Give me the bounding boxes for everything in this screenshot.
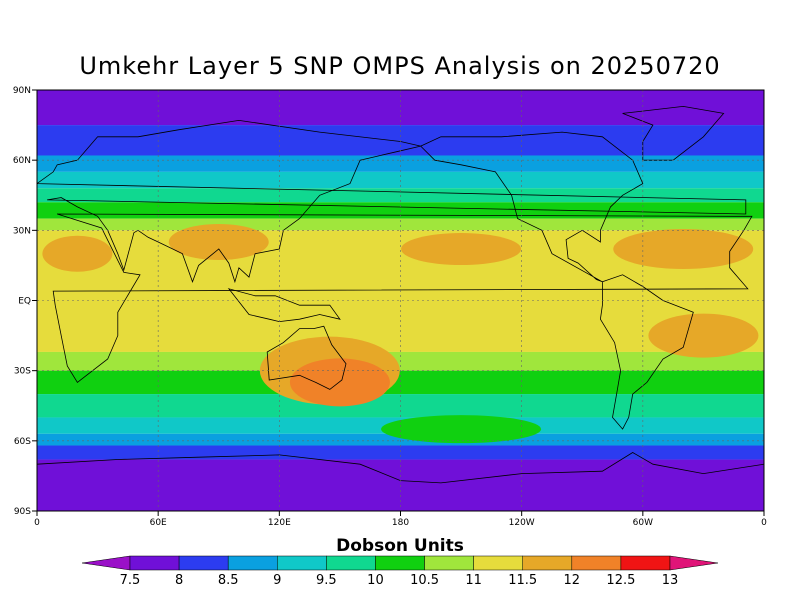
colorbar-label-3: 9 xyxy=(273,573,281,588)
coast-australia xyxy=(266,325,347,390)
colorbar-segment-3 xyxy=(227,555,278,571)
region-north-africa-subtropics xyxy=(42,235,113,272)
zonal-band-12 xyxy=(37,433,764,446)
y-tick-label-3: EQ xyxy=(18,297,31,307)
region-north-pacific-subtropics xyxy=(401,233,522,266)
colorbar-segment-9 xyxy=(522,555,573,571)
colorbar-arrow-high xyxy=(669,555,719,571)
colorbar-segment-8 xyxy=(473,555,523,571)
colorbar-title: Dobson Units xyxy=(336,536,464,556)
y-tick-label-1: 60N xyxy=(13,156,31,166)
coastlines xyxy=(37,105,764,484)
colorbar-label-10: 12.5 xyxy=(606,573,635,588)
colorbar-label-2: 8.5 xyxy=(218,573,239,588)
coast-indonesia xyxy=(227,288,341,323)
coast-africa xyxy=(52,213,753,383)
zonal-band-13 xyxy=(37,445,764,460)
colorbar-segment-4 xyxy=(277,555,327,571)
region-south-atlantic-subtropics xyxy=(648,313,759,358)
colorbar-segment-7 xyxy=(424,555,474,571)
y-tick-label-2: 30N xyxy=(13,226,31,236)
zonal-band-2 xyxy=(37,155,764,172)
y-tick-label-4: 30S xyxy=(14,367,31,377)
colorbar-segment-2 xyxy=(178,555,229,571)
graticule xyxy=(37,90,764,511)
colorbar-label-7: 11 xyxy=(465,573,482,588)
x-tick-label-0: 0 xyxy=(34,518,40,528)
x-tick-label-4: 120W xyxy=(509,518,535,528)
region-australia-maximum xyxy=(289,358,390,407)
region-central-asia-subtropics xyxy=(168,224,269,261)
colorbar-label-8: 11.5 xyxy=(508,573,537,588)
y-tick-label-5: 60S xyxy=(14,437,31,447)
colorbar-label-1: 8 xyxy=(175,573,183,588)
colorbar-label-0: 7.5 xyxy=(120,573,141,588)
colorbar: 7.5 8 8.5 9 9.5 10 10.5 11 11.5 12 12.5 13 xyxy=(81,555,719,588)
region-north-atlantic-subtropics xyxy=(613,229,754,270)
x-tick-label-5: 60W xyxy=(633,518,653,528)
x-tick-label-6: 0 xyxy=(761,518,767,528)
zonal-band-6 xyxy=(37,218,764,231)
colorbar-segment-1 xyxy=(129,555,180,571)
colorbar-label-6: 10.5 xyxy=(410,573,439,588)
x-tick-label-1: 60E xyxy=(150,518,167,528)
colorbar-arrow-low xyxy=(81,555,131,571)
colorbar-label-4: 9.5 xyxy=(316,573,337,588)
colorbar-label-5: 10 xyxy=(367,573,384,588)
coast-south-america xyxy=(599,274,694,430)
zonal-band-9 xyxy=(37,370,764,395)
x-tick-label-2: 120E xyxy=(268,518,291,528)
colorbar-segment-11 xyxy=(620,555,671,571)
x-tick-label-3: 180 xyxy=(392,518,409,528)
colorbar-segment-6 xyxy=(375,555,425,571)
region-south-pacific-minimum xyxy=(381,415,542,444)
axes: 0 60E 120E 180 120W 60W 0 90N 60N 30N EQ 30S 60S 90S xyxy=(13,86,767,528)
colorbar-segment-5 xyxy=(326,555,376,571)
coast-eurasia xyxy=(37,119,747,284)
colorbar-label-11: 13 xyxy=(662,573,679,588)
colorbar-label-9: 12 xyxy=(564,573,581,588)
coast-north-america xyxy=(420,131,644,283)
y-tick-label-6: 90S xyxy=(14,507,31,517)
y-tick-label-0: 90N xyxy=(13,86,31,96)
chart-title: Umkehr Layer 5 SNP OMPS Analysis on 2025… xyxy=(79,52,721,80)
coast-antarctica xyxy=(37,452,764,484)
coast-greenland xyxy=(622,105,725,161)
colorbar-segment-10 xyxy=(571,555,622,571)
